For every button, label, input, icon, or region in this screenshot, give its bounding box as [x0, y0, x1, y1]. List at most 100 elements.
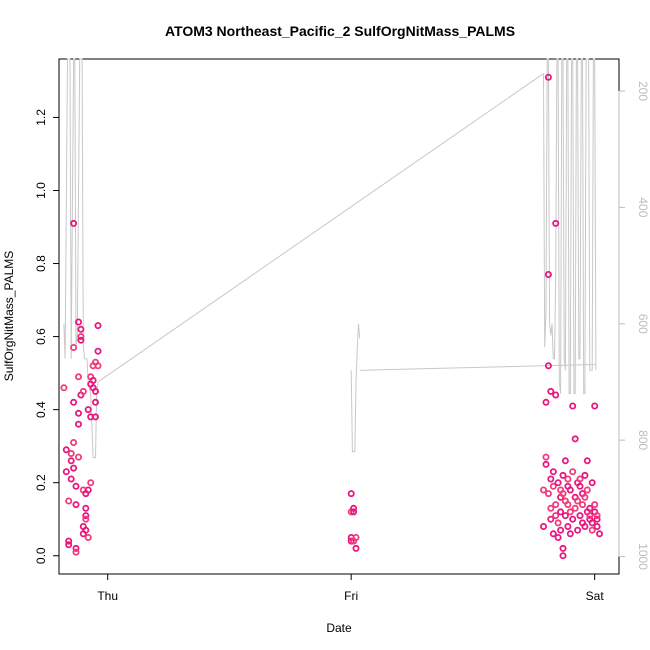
data-point: [84, 406, 92, 414]
data-point: [561, 512, 569, 520]
data-point: [574, 497, 582, 505]
data-point: [581, 493, 589, 501]
data-point: [65, 497, 73, 505]
data-point: [588, 479, 596, 487]
data-point: [581, 523, 589, 531]
data-point: [350, 508, 358, 516]
data-point: [554, 534, 562, 542]
data-point: [544, 270, 552, 278]
y-axis-left: 0.0 0.2 0.4 0.6 0.8 1.0 1.2: [34, 109, 60, 564]
data-point: [549, 530, 557, 538]
y2-tick-label: 200: [636, 81, 650, 101]
data-point: [552, 501, 560, 509]
data-point: [569, 402, 577, 410]
data-point: [564, 501, 572, 509]
data-point: [544, 73, 552, 81]
data-point: [561, 457, 569, 465]
x-axis: Thu Fri Sat: [97, 573, 604, 603]
y-tick-label: 1.2: [34, 109, 48, 126]
data-point: [564, 523, 572, 531]
data-point: [72, 482, 80, 490]
y2-tick-label: 1000: [636, 543, 650, 570]
data-point: [571, 504, 579, 512]
data-point: [75, 409, 83, 417]
scatter-points-layer: [60, 73, 604, 560]
data-point: [77, 333, 85, 341]
data-point: [67, 457, 75, 465]
data-point: [559, 471, 567, 479]
data-point: [77, 336, 85, 344]
data-point: [549, 468, 557, 476]
chart-title: ATOM3 Northeast_Pacific_2 SulfOrgNitMass…: [165, 23, 515, 39]
y-tick-label: 0.2: [34, 474, 48, 491]
data-point: [569, 468, 577, 476]
data-point: [82, 515, 90, 523]
y2-tick-label: 600: [636, 314, 650, 334]
data-point: [75, 318, 83, 326]
data-point: [72, 548, 80, 556]
data-point: [92, 398, 100, 406]
data-point: [552, 219, 560, 227]
y2-tick-label: 800: [636, 430, 650, 450]
data-point: [82, 526, 90, 534]
y-axis-label: SulfOrgNitMass_PALMS: [2, 251, 16, 381]
data-point: [549, 482, 557, 490]
x-tick-label: Thu: [97, 589, 118, 603]
x-tick-label: Fri: [344, 589, 358, 603]
data-point: [554, 479, 562, 487]
altitude-line-2: [543, 58, 597, 395]
data-point: [552, 512, 560, 520]
data-point: [70, 464, 78, 472]
data-point: [583, 486, 591, 494]
data-point: [593, 512, 601, 520]
data-point: [79, 387, 87, 395]
data-point: [70, 398, 78, 406]
data-point: [75, 373, 83, 381]
data-point: [542, 453, 550, 461]
data-point: [75, 420, 83, 428]
data-point: [557, 508, 565, 516]
data-point: [559, 552, 567, 560]
data-point: [94, 347, 102, 355]
data-point: [576, 482, 584, 490]
data-point: [586, 512, 594, 520]
data-point: [588, 526, 596, 534]
y-tick-label: 0.0: [34, 547, 48, 564]
data-point: [542, 460, 550, 468]
altitude-line-1: [63, 58, 99, 459]
data-point: [82, 512, 90, 520]
data-point: [70, 343, 78, 351]
data-point: [581, 471, 589, 479]
y-tick-label: 0.4: [34, 401, 48, 418]
plot-frame: [58, 58, 620, 575]
data-point: [62, 468, 70, 476]
data-point: [92, 387, 100, 395]
data-point: [77, 325, 85, 333]
data-point: [547, 515, 555, 523]
altitude-line-layer: [63, 58, 597, 459]
data-point: [89, 376, 97, 384]
data-point: [552, 391, 560, 399]
y-tick-label: 0.6: [34, 328, 48, 345]
y-tick-label: 0.8: [34, 255, 48, 272]
data-point: [352, 544, 360, 552]
data-point: [70, 219, 78, 227]
data-point: [544, 490, 552, 498]
data-point: [72, 501, 80, 509]
data-point: [544, 362, 552, 370]
y-tick-label: 1.0: [34, 182, 48, 199]
data-point: [65, 537, 73, 545]
altitude-line-connector: [97, 73, 544, 383]
data-point: [540, 486, 548, 494]
data-point: [574, 526, 582, 534]
data-point: [542, 398, 550, 406]
data-point: [591, 501, 599, 509]
y2-tick-label: 400: [636, 197, 650, 217]
data-point: [591, 402, 599, 410]
data-point: [540, 523, 548, 531]
data-point: [87, 479, 95, 487]
data-point: [352, 534, 360, 542]
data-point: [62, 446, 70, 454]
data-point: [583, 457, 591, 465]
